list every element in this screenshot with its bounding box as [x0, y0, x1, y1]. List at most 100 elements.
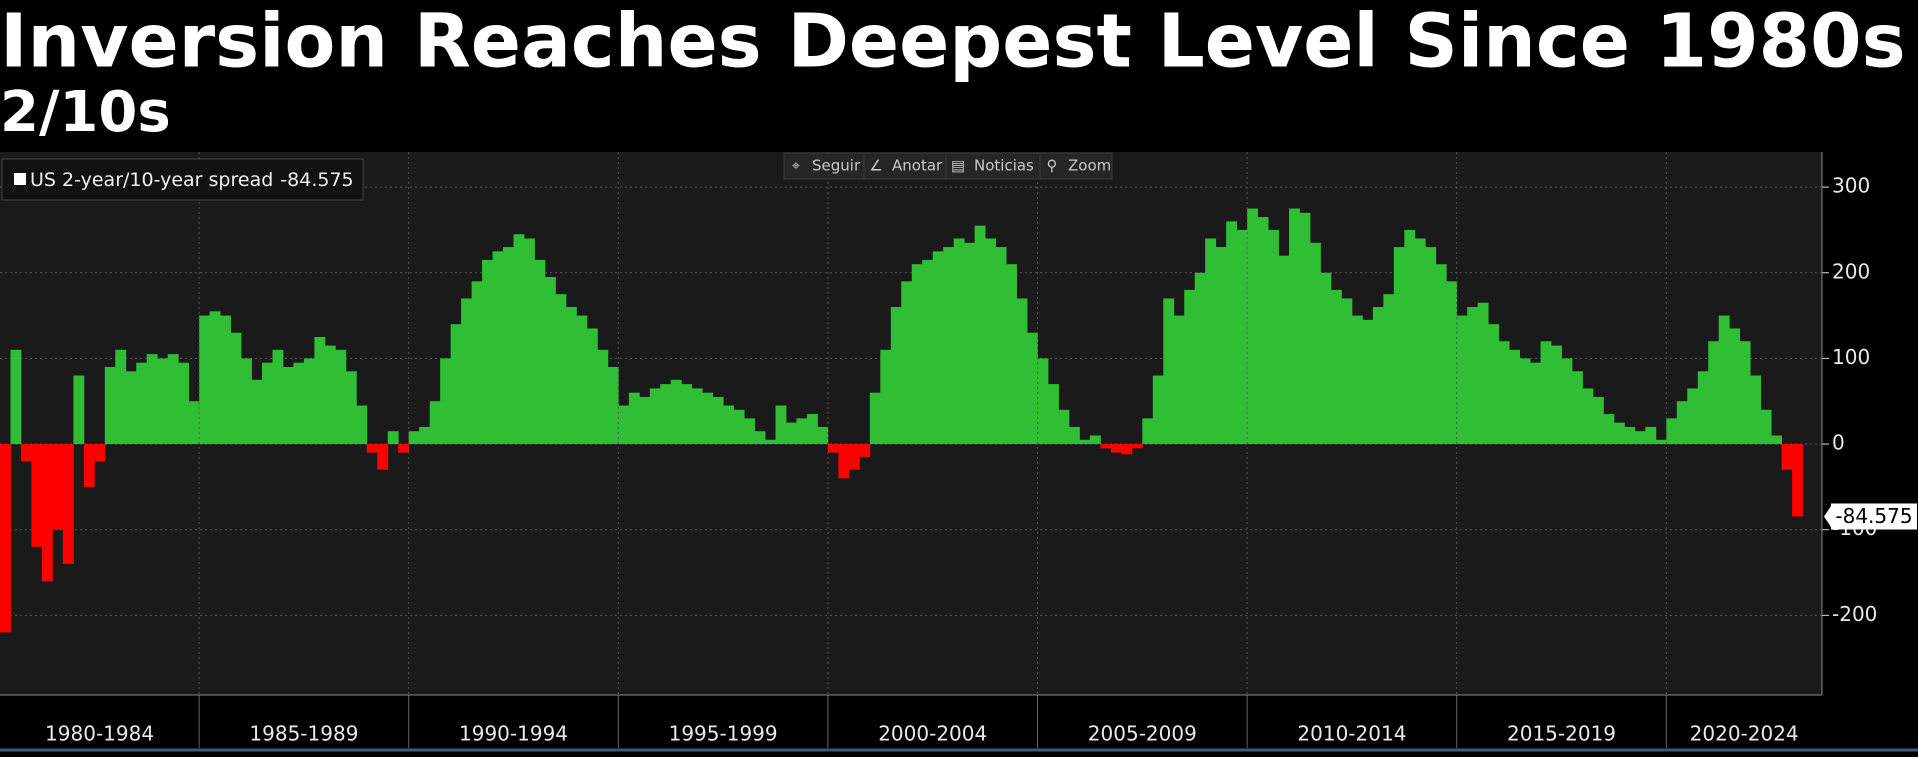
area-bar — [534, 259, 546, 445]
area-bar — [1048, 384, 1059, 445]
area-bar — [817, 426, 829, 445]
area-bar — [1121, 444, 1133, 455]
toolbar-button[interactable]: ▤ Noticias — [945, 152, 1041, 180]
area-bar — [953, 238, 965, 445]
value-tag-arrow — [1824, 504, 1832, 529]
area-bar — [251, 379, 263, 445]
area-bar — [1771, 435, 1782, 445]
area-bar — [293, 362, 305, 445]
area-bar — [1341, 298, 1353, 445]
area-bar — [1718, 315, 1730, 445]
area-bar — [1089, 435, 1101, 445]
area-bar — [513, 234, 525, 445]
toolbar-label[interactable]: Seguir — [812, 157, 861, 175]
area-bar — [733, 409, 745, 445]
area-bar — [1760, 409, 1772, 445]
area-bar — [1247, 208, 1258, 445]
area-bar — [880, 349, 892, 445]
area-bar — [964, 242, 976, 445]
toolbar-label[interactable]: Noticias — [974, 157, 1034, 175]
area-bar — [1750, 375, 1762, 445]
area-bar — [136, 362, 148, 445]
legend-box — [1, 158, 364, 201]
value-tag-box — [1831, 503, 1917, 530]
area-bar — [974, 225, 986, 445]
area-bar — [199, 315, 210, 445]
area-bar — [555, 294, 567, 445]
area-bar — [848, 444, 860, 470]
area-bar — [911, 264, 923, 445]
toolbar-button[interactable]: ⌖ Seguir — [783, 152, 865, 180]
area-bar — [1792, 444, 1803, 517]
area-bar — [303, 358, 315, 445]
area-bar — [806, 414, 818, 445]
toolbar-label[interactable]: Anotar — [892, 157, 943, 175]
area-bar — [282, 366, 294, 445]
area-bar — [366, 444, 378, 453]
toolbar-button-bg — [1039, 152, 1113, 180]
area-bar — [524, 238, 535, 445]
area-bar — [1603, 414, 1615, 445]
x-tick-label: 2010-2014 — [1297, 722, 1406, 746]
area-bar — [1435, 264, 1447, 445]
x-tick-label: 1990-1994 — [459, 722, 568, 746]
x-tick-label: 2005-2009 — [1088, 722, 1197, 746]
area-bar — [1666, 418, 1678, 445]
area-bar — [1205, 238, 1217, 445]
area-bar — [1320, 272, 1332, 445]
area-bar — [345, 371, 357, 445]
area-bar — [52, 444, 64, 530]
area-bar — [503, 247, 514, 445]
area-bar — [1592, 396, 1604, 445]
area-bar — [775, 405, 787, 445]
area-bar — [1414, 238, 1426, 445]
x-tick-label: 2020-2024 — [1690, 722, 1799, 746]
x-tick-label: 1980-1984 — [45, 722, 154, 746]
area-bar — [1372, 307, 1384, 445]
area-bar — [639, 396, 651, 445]
area-bar — [586, 328, 598, 445]
area-bar — [41, 444, 53, 582]
area-bar — [1027, 332, 1038, 445]
y-tick-label: 0 — [1832, 431, 1845, 455]
toolbar-label[interactable]: Zoom — [1068, 157, 1111, 175]
toolbar-button-bg — [863, 152, 947, 180]
area-bar — [1393, 247, 1405, 445]
area-bar — [387, 431, 399, 445]
area-bar — [649, 388, 661, 445]
area-bar — [985, 238, 996, 445]
area-bar — [597, 349, 609, 445]
x-tick-label: 1985-1989 — [249, 722, 358, 746]
area-bar — [10, 349, 22, 445]
area-bar — [576, 315, 588, 445]
area-bar — [1729, 328, 1741, 445]
value-tag: -84.575 — [1835, 504, 1912, 528]
toolbar-button[interactable]: ⚲ Zoom — [1039, 152, 1113, 180]
y-tick-label: 300 — [1832, 174, 1870, 198]
area-bar — [1781, 444, 1793, 470]
area-bar — [1215, 247, 1227, 445]
legend: US 2-year/10-year spread -84.575 — [1, 158, 364, 201]
y-tick-label: 200 — [1832, 259, 1870, 283]
area-bar — [188, 401, 200, 445]
area-bar — [230, 332, 242, 445]
area-bar — [429, 401, 441, 445]
area-bar — [1446, 281, 1458, 445]
area-bar — [1572, 371, 1583, 445]
area-bar — [1100, 444, 1112, 449]
area-bar — [1467, 307, 1479, 445]
toolbar-button[interactable]: ∠ Anotar — [863, 152, 947, 180]
toolbar-button-bg — [783, 152, 865, 180]
area-bar — [1152, 375, 1164, 445]
area-bar — [1540, 341, 1552, 445]
area-bar — [796, 418, 808, 445]
area-bar — [1634, 431, 1646, 445]
area-bar — [1058, 409, 1070, 445]
area-bar — [31, 444, 43, 547]
area-bar — [73, 375, 85, 445]
toolbar-icon: ▤ — [951, 157, 965, 175]
area-bar — [20, 444, 32, 462]
area-bar — [932, 251, 944, 445]
area-bar — [1582, 388, 1594, 445]
